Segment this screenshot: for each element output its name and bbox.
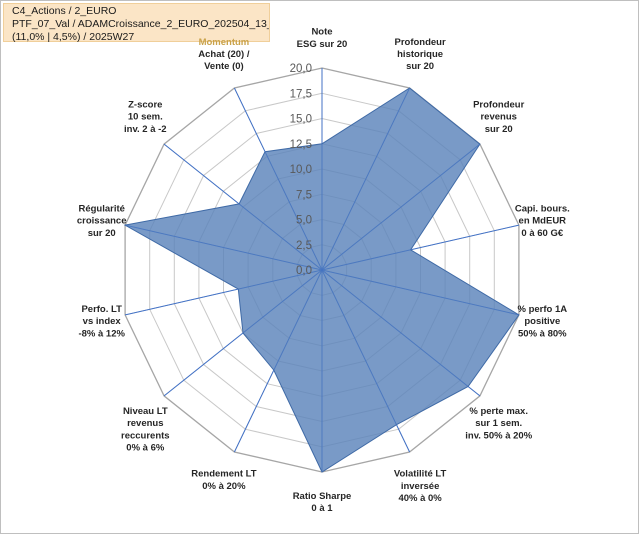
axis-label-line: Perfo. LT	[81, 304, 122, 315]
axis-label: Capi. bours. en MdEUR 0 à 60 G€	[515, 203, 570, 238]
radial-tick-label: 2,5	[296, 240, 312, 252]
radial-tick-label: 10,0	[290, 164, 312, 176]
axis-label-line: sur 20	[88, 228, 116, 239]
axis-label-line: Z-score	[128, 100, 162, 111]
axis-label-line: % perte max.	[469, 406, 528, 417]
radial-tick-label: 20,0	[290, 63, 312, 75]
axis-label-line: 0 à 1	[311, 503, 333, 514]
axis-label-line: revenus	[480, 112, 516, 123]
axis-spoke-overlay	[321, 143, 481, 271]
axis-label-line: 40% à 0%	[398, 493, 442, 504]
axis-label: Volatilité LT inversée 40% à 0%	[394, 469, 447, 504]
axis-label: % perfo 1A positive 50% à 80%	[517, 304, 567, 339]
axis-label-line: en MdEUR	[519, 216, 567, 227]
axis-label: Ratio Sharpe 0 à 1	[293, 491, 352, 514]
axis-label-line: Ratio Sharpe	[293, 491, 352, 502]
axis-label-line: Momentum	[199, 37, 250, 48]
axis-label-line: historique	[397, 49, 443, 60]
axis-label-line: Achat (20) /	[198, 49, 250, 60]
axis-spoke-overlay	[234, 87, 323, 271]
axis-label-line: sur 20	[406, 61, 434, 72]
axis-label-line: inversée	[401, 481, 440, 492]
info-box: C4_Actions / 2_EURO PTF_07_Val / ADAMCro…	[3, 3, 270, 43]
axis-spoke-overlay	[163, 269, 323, 397]
axis-label-line: croissance	[77, 216, 127, 227]
axis-label: Profondeur revenus sur 20	[473, 100, 524, 135]
info-line-2: PTF_07_Val / ADAMCroissance_2_EURO_20250…	[12, 18, 269, 30]
axis-label-line: inv. 2 à -2	[124, 124, 167, 135]
radial-tick-label: 15,0	[290, 114, 312, 126]
radial-tick-label: 7,5	[296, 189, 312, 201]
axis-label-line: Note	[311, 27, 332, 38]
axis-label-line: sur 20	[485, 124, 513, 135]
radial-tick-label: 17,5	[290, 88, 312, 100]
axis-label: Profondeur historique sur 20	[394, 37, 445, 72]
axis-spoke-overlay	[321, 269, 481, 397]
info-line-1: C4_Actions / 2_EURO	[12, 5, 117, 17]
axis-label-line: 0% à 20%	[202, 481, 246, 492]
axis-spoke-overlay	[163, 143, 323, 271]
axis-spoke-overlay	[321, 224, 519, 271]
axis-label-line: Régularité	[78, 203, 124, 214]
axis-label-line: Niveau LT	[123, 406, 168, 417]
axis-label: Note ESG sur 20	[297, 27, 348, 50]
axis-label-line: Volatilité LT	[394, 469, 447, 480]
axis-spoke-overlay	[125, 224, 323, 271]
axis-label-line: 50% à 80%	[518, 328, 567, 339]
axis-label-line: inv. 50% à 20%	[465, 430, 532, 441]
info-line-3: (11,0% | 4,5%) / 2025W27	[12, 31, 135, 43]
axis-label-line: Profondeur	[394, 37, 445, 48]
axis-label: Momentum Achat (20) / Vente (0)	[198, 37, 250, 72]
radial-tick-label: 5,0	[296, 215, 312, 227]
axis-spoke-overlay	[234, 269, 323, 453]
axis-label: Z-score 10 sem. inv. 2 à -2	[124, 100, 167, 135]
axis-label-line: 10 sem.	[128, 112, 163, 123]
axis-label: % perte max. sur 1 sem. inv. 50% à 20%	[465, 406, 532, 441]
axis-label: Niveau LT revenus reccurents 0% à 6%	[121, 406, 170, 454]
axis-spoke-overlay	[321, 269, 519, 316]
axis-label-line: Capi. bours.	[515, 203, 570, 214]
axis-label: Régularité croissance sur 20	[77, 203, 127, 238]
radial-tick-label: 12,5	[290, 139, 312, 151]
axis-label-line: 0 à 60 G€	[521, 228, 563, 239]
radial-tick-label: 0,0	[296, 265, 312, 277]
axis-label-line: ESG sur 20	[297, 39, 348, 50]
axis-label-line: Rendement LT	[191, 469, 256, 480]
axis-label-line: vs index	[83, 316, 122, 327]
axis-label: Perfo. LT vs index -8% à 12%	[78, 304, 125, 339]
axis-label-line: positive	[524, 316, 560, 327]
axis-spoke-overlay	[321, 269, 410, 453]
axis-label-line: reccurents	[121, 430, 170, 441]
axis-label-line: Profondeur	[473, 100, 524, 111]
axis-label-line: 0% à 6%	[126, 443, 165, 454]
axis-label-line: revenus	[127, 418, 163, 429]
axis-label-line: Vente (0)	[204, 61, 244, 72]
axis-label-line: % perfo 1A	[517, 304, 567, 315]
axis-label: Rendement LT 0% à 20%	[191, 469, 256, 492]
axis-spoke-overlay	[321, 87, 410, 271]
axis-label-line: -8% à 12%	[78, 328, 125, 339]
axis-label-line: sur 1 sem.	[475, 418, 522, 429]
axis-spoke-overlay	[125, 269, 323, 316]
